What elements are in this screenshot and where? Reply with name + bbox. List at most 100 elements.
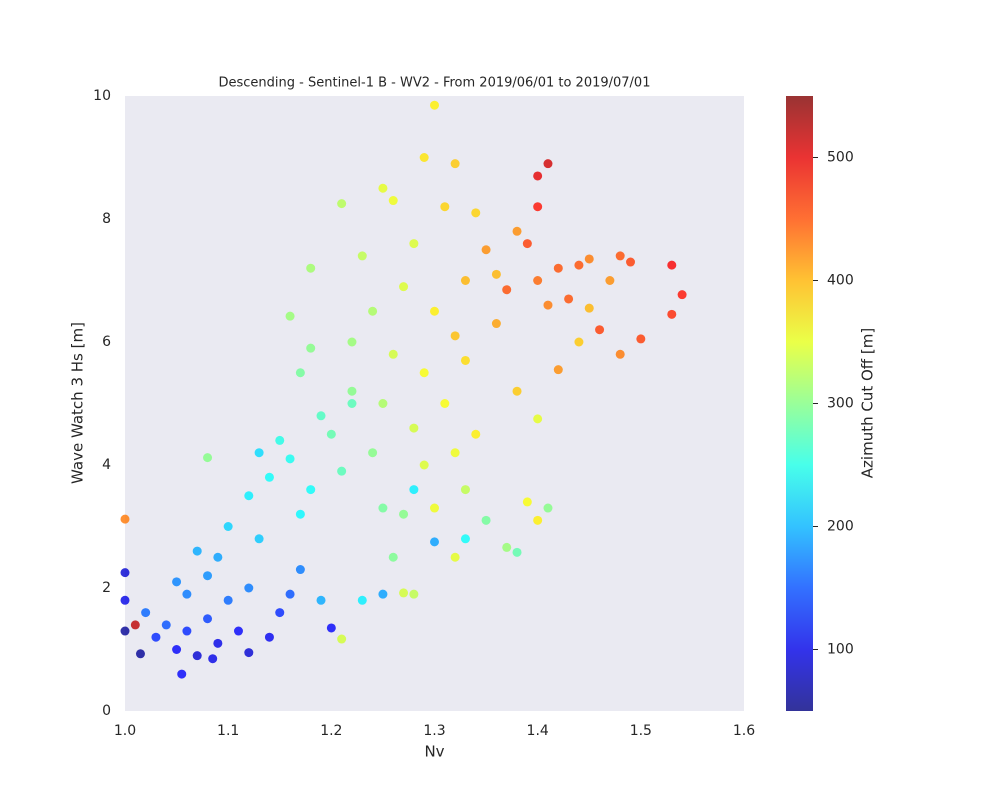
point xyxy=(543,503,553,513)
point xyxy=(574,260,584,270)
point xyxy=(337,199,347,209)
colorbar-tick-label: 500 xyxy=(827,150,854,166)
point xyxy=(285,589,295,599)
point xyxy=(295,509,305,519)
colorbar-tick-label: 100 xyxy=(827,642,854,658)
point xyxy=(584,303,594,313)
point xyxy=(450,448,460,458)
point xyxy=(254,534,264,544)
point xyxy=(533,276,543,285)
point xyxy=(430,537,439,547)
y-tick-label: 8 xyxy=(102,211,111,227)
point xyxy=(399,509,409,519)
point xyxy=(667,260,677,270)
point xyxy=(419,368,429,378)
point xyxy=(595,325,605,335)
x-tick-label: 1.2 xyxy=(320,723,342,739)
point xyxy=(347,399,357,408)
x-tick-label: 1.1 xyxy=(217,723,239,739)
point xyxy=(151,632,161,642)
point xyxy=(337,634,347,644)
point xyxy=(481,245,491,255)
point xyxy=(605,276,615,285)
point xyxy=(419,153,429,162)
point xyxy=(213,638,223,648)
point xyxy=(419,460,429,470)
point xyxy=(244,648,254,658)
point xyxy=(254,448,264,458)
point xyxy=(553,365,563,375)
point xyxy=(450,552,460,562)
point xyxy=(347,386,357,396)
point xyxy=(244,583,254,593)
point xyxy=(512,386,522,396)
point xyxy=(213,552,223,562)
point xyxy=(409,485,419,495)
point xyxy=(203,453,213,463)
y-tick-label: 2 xyxy=(102,580,111,596)
point xyxy=(120,514,130,524)
point xyxy=(141,608,151,618)
x-tick-label: 1.0 xyxy=(114,723,136,739)
point xyxy=(306,485,316,495)
point xyxy=(460,534,470,544)
x-axis-label: Nv xyxy=(424,743,444,761)
point xyxy=(440,399,450,408)
point xyxy=(584,254,594,264)
point xyxy=(409,239,419,249)
point xyxy=(295,368,305,378)
plot-area xyxy=(125,96,744,711)
point xyxy=(512,226,522,236)
point xyxy=(378,503,388,513)
point xyxy=(409,589,419,599)
point xyxy=(460,355,470,365)
point xyxy=(667,309,677,319)
point xyxy=(471,208,481,218)
point xyxy=(399,282,409,292)
point xyxy=(326,623,336,633)
point xyxy=(223,522,233,531)
point xyxy=(223,595,233,605)
point xyxy=(203,571,213,581)
point xyxy=(285,454,295,464)
point xyxy=(388,196,398,206)
point xyxy=(120,568,130,578)
point xyxy=(440,202,450,212)
point xyxy=(502,285,512,295)
colorbar-tick-label: 300 xyxy=(827,396,854,412)
point xyxy=(615,349,625,359)
point xyxy=(285,311,295,321)
point xyxy=(399,588,409,598)
point xyxy=(264,472,274,482)
point xyxy=(553,263,563,273)
point xyxy=(192,651,202,661)
point xyxy=(481,515,491,525)
point xyxy=(626,257,636,267)
point xyxy=(533,414,543,424)
point xyxy=(450,159,460,169)
point xyxy=(388,552,398,562)
point xyxy=(368,306,378,316)
colorbar-scale xyxy=(786,96,813,711)
y-axis-label: Wave Watch 3 Hs [m] xyxy=(69,322,87,484)
point xyxy=(192,546,202,556)
point xyxy=(182,589,192,599)
point xyxy=(275,435,285,445)
point xyxy=(491,269,501,279)
point xyxy=(135,649,145,659)
colorbar-tick-label: 400 xyxy=(827,273,854,289)
point xyxy=(460,485,470,495)
point xyxy=(244,491,254,501)
x-tick-label: 1.4 xyxy=(527,723,549,739)
point xyxy=(130,620,140,630)
point xyxy=(161,620,171,630)
point xyxy=(543,300,553,310)
colorbar: 100 200 300 400 500 xyxy=(786,96,854,711)
point xyxy=(326,429,336,439)
point xyxy=(636,334,646,344)
chart-title: Descending - Sentinel-1 B - WV2 - From 2… xyxy=(219,76,651,91)
point xyxy=(543,159,553,169)
point xyxy=(368,448,378,458)
colorbar-tick-label: 200 xyxy=(827,519,854,535)
